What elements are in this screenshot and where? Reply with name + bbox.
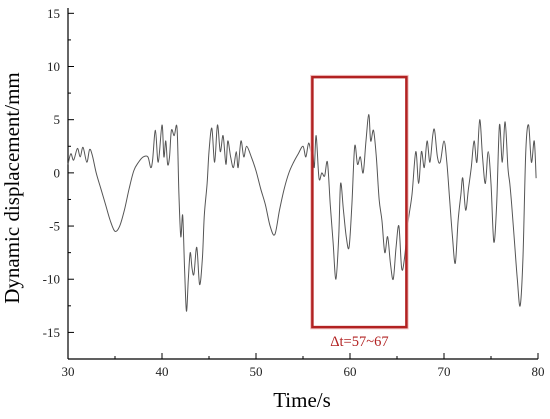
x-tick-label: 70 [438,364,451,379]
annotation-layer: Δt=57~67 [310,74,409,350]
x-axis-title: Time/s [273,388,331,412]
y-tick-label: 10 [47,59,60,74]
x-tick-label: 50 [250,364,263,379]
y-tick-label: 5 [54,112,61,127]
y-tick-label: -15 [43,325,60,340]
highlight-box-label: Δt=57~67 [330,334,388,350]
x-tick-label: 60 [344,364,357,379]
y-tick-label: -5 [49,219,60,234]
series-layer [67,113,537,312]
y-tick-label: -10 [43,272,60,287]
series-line [67,113,537,312]
x-tick-label: 80 [532,364,545,379]
y-tick-label: 15 [47,6,60,21]
y-axis-title: Dynamic displacement/mm [0,72,24,304]
x-tick-label: 40 [156,364,169,379]
x-tick-label: 30 [62,364,75,379]
y-tick-label: 0 [54,165,61,180]
highlight-box [311,75,408,329]
highlight-box-glow [310,74,409,330]
